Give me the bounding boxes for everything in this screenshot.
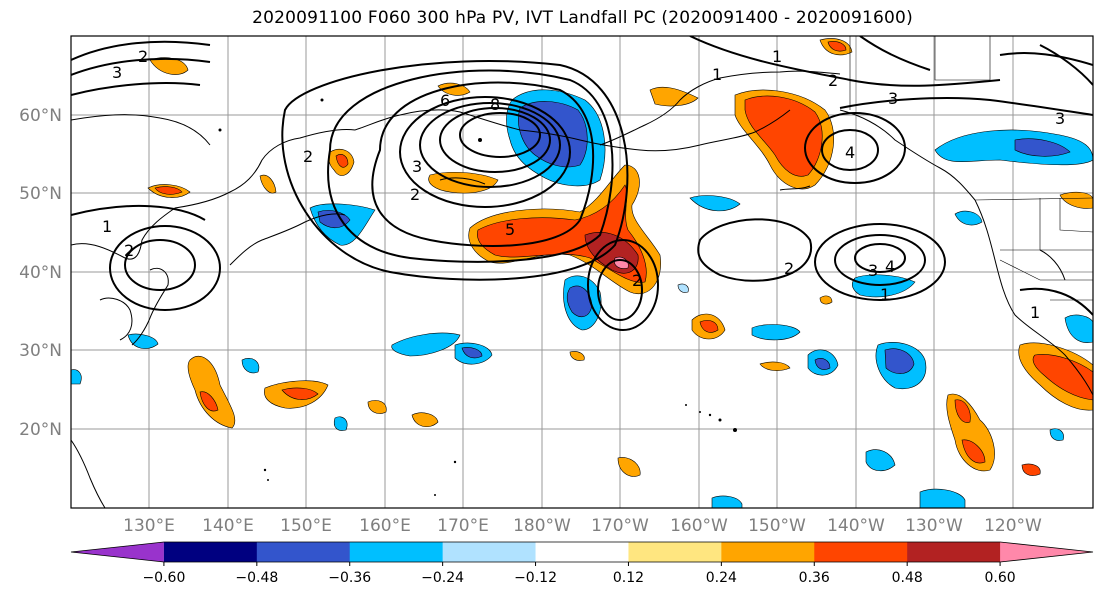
colorbar-tick-label: 0.36 (799, 570, 830, 586)
colorbar-segment (907, 542, 1001, 562)
svg-text:30°N: 30°N (19, 341, 62, 361)
svg-text:40°N: 40°N (19, 263, 62, 283)
colorbar-tick-label: −0.12 (514, 570, 557, 586)
svg-text:4: 4 (885, 257, 895, 276)
colorbar-segment (349, 542, 444, 562)
colorbar-tick-label: 0.24 (706, 570, 737, 586)
svg-text:150°W: 150°W (748, 516, 806, 536)
svg-text:170°E: 170°E (437, 516, 489, 536)
svg-text:60°N: 60°N (19, 106, 62, 126)
svg-text:150°E: 150°E (280, 516, 332, 536)
colorbar-segment (814, 542, 908, 562)
svg-text:2: 2 (410, 185, 420, 204)
colorbar-tick-label: −0.24 (421, 570, 464, 586)
svg-text:1: 1 (772, 47, 782, 66)
svg-text:2: 2 (303, 147, 313, 166)
svg-text:1: 1 (712, 65, 722, 84)
svg-text:3: 3 (1055, 109, 1065, 128)
svg-text:3: 3 (888, 89, 898, 108)
svg-text:140°W: 140°W (827, 516, 885, 536)
colorbar-tick-label: 0.12 (613, 570, 644, 586)
svg-text:160°W: 160°W (670, 516, 728, 536)
svg-text:140°E: 140°E (202, 516, 254, 536)
colorbar-segment (1000, 542, 1093, 562)
colorbar-segment (163, 542, 258, 562)
map-title: 2020091100 F060 300 hPa PV, IVT Landfall… (252, 8, 913, 28)
svg-text:180°W: 180°W (513, 516, 571, 536)
colorbar-segment (535, 542, 629, 562)
svg-text:130°E: 130°E (123, 516, 175, 536)
colorbar: −0.60 −0.48 −0.36 −0.24 −0.12 0.12 0.24 0.36 0.4… (70, 541, 1094, 586)
colorbar-segment (256, 542, 351, 562)
colorbar-segment (628, 542, 722, 562)
colorbar-segment (71, 542, 164, 562)
svg-text:2: 2 (124, 241, 134, 260)
svg-text:6: 6 (440, 91, 450, 110)
svg-text:2: 2 (784, 259, 794, 278)
svg-text:1: 1 (102, 217, 112, 236)
svg-text:5: 5 (505, 220, 515, 239)
colorbar-segment (442, 542, 537, 562)
svg-text:1: 1 (880, 285, 890, 304)
contours (71, 36, 1093, 331)
svg-text:2: 2 (138, 47, 148, 66)
colorbar-tick-label: −0.48 (235, 570, 278, 586)
colorbar-tick-label: 0.48 (892, 570, 923, 586)
colorbar-tick-label: −0.36 (328, 570, 371, 586)
svg-text:2: 2 (632, 271, 642, 290)
svg-text:120°W: 120°W (984, 516, 1042, 536)
colorbar-tick-label: −0.60 (142, 570, 185, 586)
colorbar-tick-label: 0.60 (985, 570, 1016, 586)
svg-text:130°W: 130°W (905, 516, 963, 536)
svg-text:3: 3 (868, 261, 878, 280)
svg-text:170°W: 170°W (591, 516, 649, 536)
contour-labels: 1 2 2 2 3 8 6 5 2 2 3 4 1 1 2 3 4 1 2 3 … (102, 47, 1065, 322)
longitude-labels: 130°E 140°E 150°E 160°E 170°E 180°W 170°… (123, 516, 1042, 536)
svg-text:160°E: 160°E (359, 516, 411, 536)
svg-text:20°N: 20°N (19, 420, 62, 440)
svg-text:2: 2 (828, 71, 838, 90)
colorbar-segment (721, 542, 815, 562)
svg-text:3: 3 (112, 63, 122, 82)
svg-text:8: 8 (490, 95, 500, 114)
islands (218, 98, 737, 496)
coastlines (71, 70, 1093, 508)
svg-text:1: 1 (1030, 303, 1040, 322)
svg-text:4: 4 (845, 143, 855, 162)
borders (849, 36, 1093, 301)
latitude-labels: 60°N 50°N 40°N 30°N 20°N (19, 106, 62, 440)
svg-text:3: 3 (412, 157, 422, 176)
svg-text:50°N: 50°N (19, 184, 62, 204)
map-frame (70, 35, 1094, 509)
